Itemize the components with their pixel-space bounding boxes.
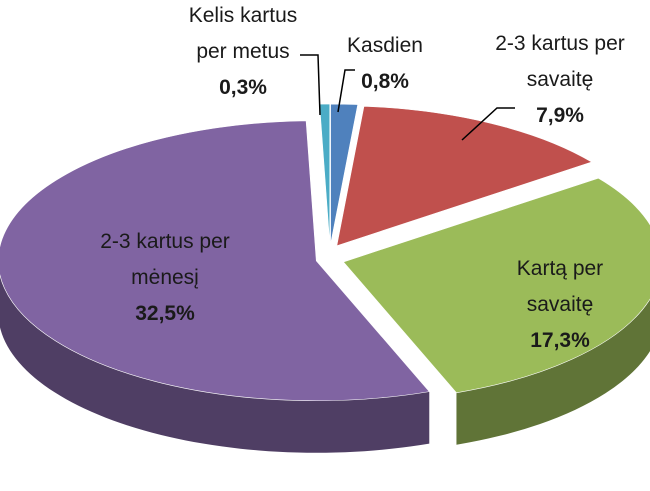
slice (342, 177, 650, 394)
value-label: 7,9% (536, 104, 584, 127)
leader-line (461, 107, 515, 141)
data-label: 2-3 kartus per mėnesį (100, 230, 230, 289)
slice (0, 120, 430, 402)
data-label-line: Kasdien (347, 34, 423, 57)
pie (0, 103, 650, 453)
slice-side (456, 299, 650, 445)
data-label-line: 2-3 kartus per (100, 230, 230, 253)
slice-side (0, 275, 430, 453)
value-label: 17,3% (530, 329, 590, 352)
data-label: 2-3 kartus per savaitę (495, 32, 625, 91)
slice (319, 103, 331, 245)
slice (336, 105, 593, 247)
value-label: 32,5% (135, 302, 195, 325)
slice (330, 103, 359, 245)
data-label: Kelis kartus per metus (189, 4, 298, 63)
data-label: Kartą per savaitę (517, 257, 603, 316)
data-label-line: savaitę (527, 293, 594, 316)
value-label: 0,3% (219, 76, 267, 99)
data-label-line: Kelis kartus (189, 4, 298, 27)
leader-line (337, 69, 355, 113)
data-label-line: mėnesį (131, 266, 199, 289)
data-label-line: savaitę (527, 68, 594, 91)
data-label-line: Kartą per (517, 257, 603, 280)
data-label-line: per metus (196, 40, 289, 63)
leader-line (300, 54, 321, 116)
data-label: Kasdien (347, 34, 423, 57)
data-label-line: 2-3 kartus per (495, 32, 625, 55)
value-label: 0,8% (361, 70, 409, 93)
